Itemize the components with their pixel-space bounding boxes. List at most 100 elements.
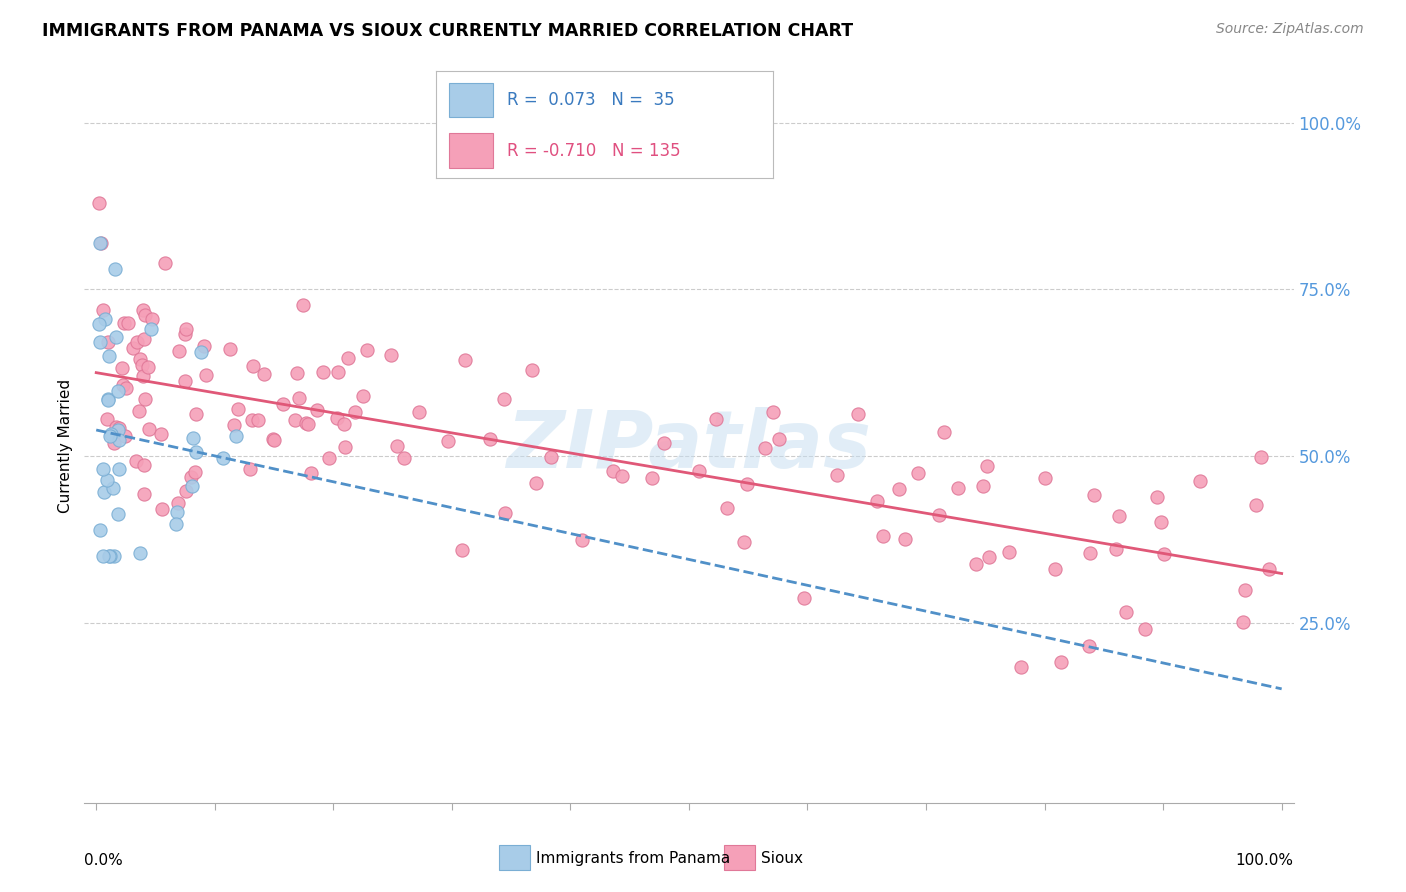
Point: [312, 365, 335, 379]
Point: [104, 330, 127, 344]
Point: [872, 529, 894, 543]
Point: [288, 391, 311, 405]
Point: [138, 360, 160, 375]
Point: [93, 462, 115, 476]
Point: [1043, 562, 1066, 576]
Point: [193, 339, 215, 353]
Text: R = -0.710   N = 135: R = -0.710 N = 135: [506, 142, 681, 160]
Point: [437, 434, 460, 449]
Point: [688, 464, 710, 478]
Text: 0.0%: 0.0%: [84, 853, 124, 868]
Point: [97, 392, 120, 407]
Point: [222, 417, 245, 432]
Point: [735, 477, 758, 491]
Point: [451, 542, 474, 557]
Point: [121, 341, 143, 355]
Point: [1244, 499, 1267, 513]
Point: [98, 549, 121, 563]
Point: [1010, 659, 1032, 673]
Point: [408, 404, 430, 418]
Point: [98, 429, 121, 443]
Text: R =  0.073   N =  35: R = 0.073 N = 35: [506, 91, 675, 109]
Point: [239, 462, 262, 476]
Point: [336, 351, 359, 366]
Point: [285, 366, 308, 380]
Point: [131, 302, 153, 317]
Point: [965, 557, 987, 571]
Point: [825, 468, 848, 483]
Point: [716, 500, 738, 515]
Point: [326, 411, 349, 425]
Point: [652, 435, 675, 450]
Point: [219, 342, 242, 356]
Point: [524, 476, 547, 491]
Point: [212, 450, 235, 465]
Point: [181, 479, 204, 493]
FancyBboxPatch shape: [450, 83, 494, 118]
Point: [101, 481, 124, 495]
Point: [976, 459, 998, 474]
Point: [180, 470, 202, 484]
Point: [1153, 547, 1175, 561]
Point: [540, 450, 562, 464]
Point: [866, 493, 889, 508]
Point: [150, 427, 173, 442]
Point: [173, 326, 195, 341]
Point: [1258, 562, 1281, 576]
Point: [132, 458, 155, 473]
Point: [1115, 605, 1137, 619]
Point: [246, 413, 269, 427]
Point: [91, 549, 114, 563]
Point: [273, 397, 295, 411]
Point: [104, 262, 127, 277]
Text: Source: ZipAtlas.com: Source: ZipAtlas.com: [1216, 22, 1364, 37]
Point: [134, 308, 156, 322]
Text: Immigrants from Panama: Immigrants from Panama: [536, 851, 730, 865]
Point: [887, 483, 910, 497]
Point: [333, 441, 356, 455]
Point: [138, 422, 160, 436]
Point: [104, 420, 127, 434]
Point: [107, 423, 129, 437]
Point: [846, 407, 869, 421]
Point: [184, 465, 207, 479]
Y-axis label: Currently Married: Currently Married: [58, 379, 73, 513]
Point: [174, 374, 197, 388]
Point: [1035, 471, 1057, 485]
Point: [333, 417, 356, 431]
Point: [111, 378, 134, 392]
Point: [263, 433, 285, 447]
Point: [1233, 583, 1256, 598]
Point: [1133, 622, 1156, 636]
Point: [494, 392, 516, 406]
Point: [194, 368, 217, 383]
Point: [97, 335, 120, 350]
Point: [134, 392, 156, 406]
Point: [174, 484, 197, 499]
Point: [98, 349, 121, 363]
Point: [754, 441, 776, 455]
Point: [1189, 474, 1212, 488]
Point: [494, 506, 516, 520]
Point: [284, 413, 307, 427]
Point: [1150, 515, 1173, 529]
Point: [183, 431, 205, 445]
Point: [733, 535, 755, 549]
Text: IMMIGRANTS FROM PANAMA VS SIOUX CURRENTLY MARRIED CORRELATION CHART: IMMIGRANTS FROM PANAMA VS SIOUX CURRENTL…: [42, 22, 853, 40]
Point: [291, 298, 314, 312]
Point: [907, 466, 929, 480]
Point: [262, 432, 284, 446]
Point: [1050, 655, 1073, 669]
Point: [928, 508, 950, 523]
Point: [87, 195, 110, 210]
Point: [129, 546, 152, 560]
Point: [112, 316, 135, 330]
Point: [1078, 639, 1101, 653]
Point: [165, 516, 187, 531]
Point: [128, 404, 150, 418]
Point: [520, 363, 543, 377]
Text: 100.0%: 100.0%: [1236, 853, 1294, 868]
Point: [141, 312, 163, 326]
Point: [190, 345, 212, 359]
Point: [103, 435, 125, 450]
